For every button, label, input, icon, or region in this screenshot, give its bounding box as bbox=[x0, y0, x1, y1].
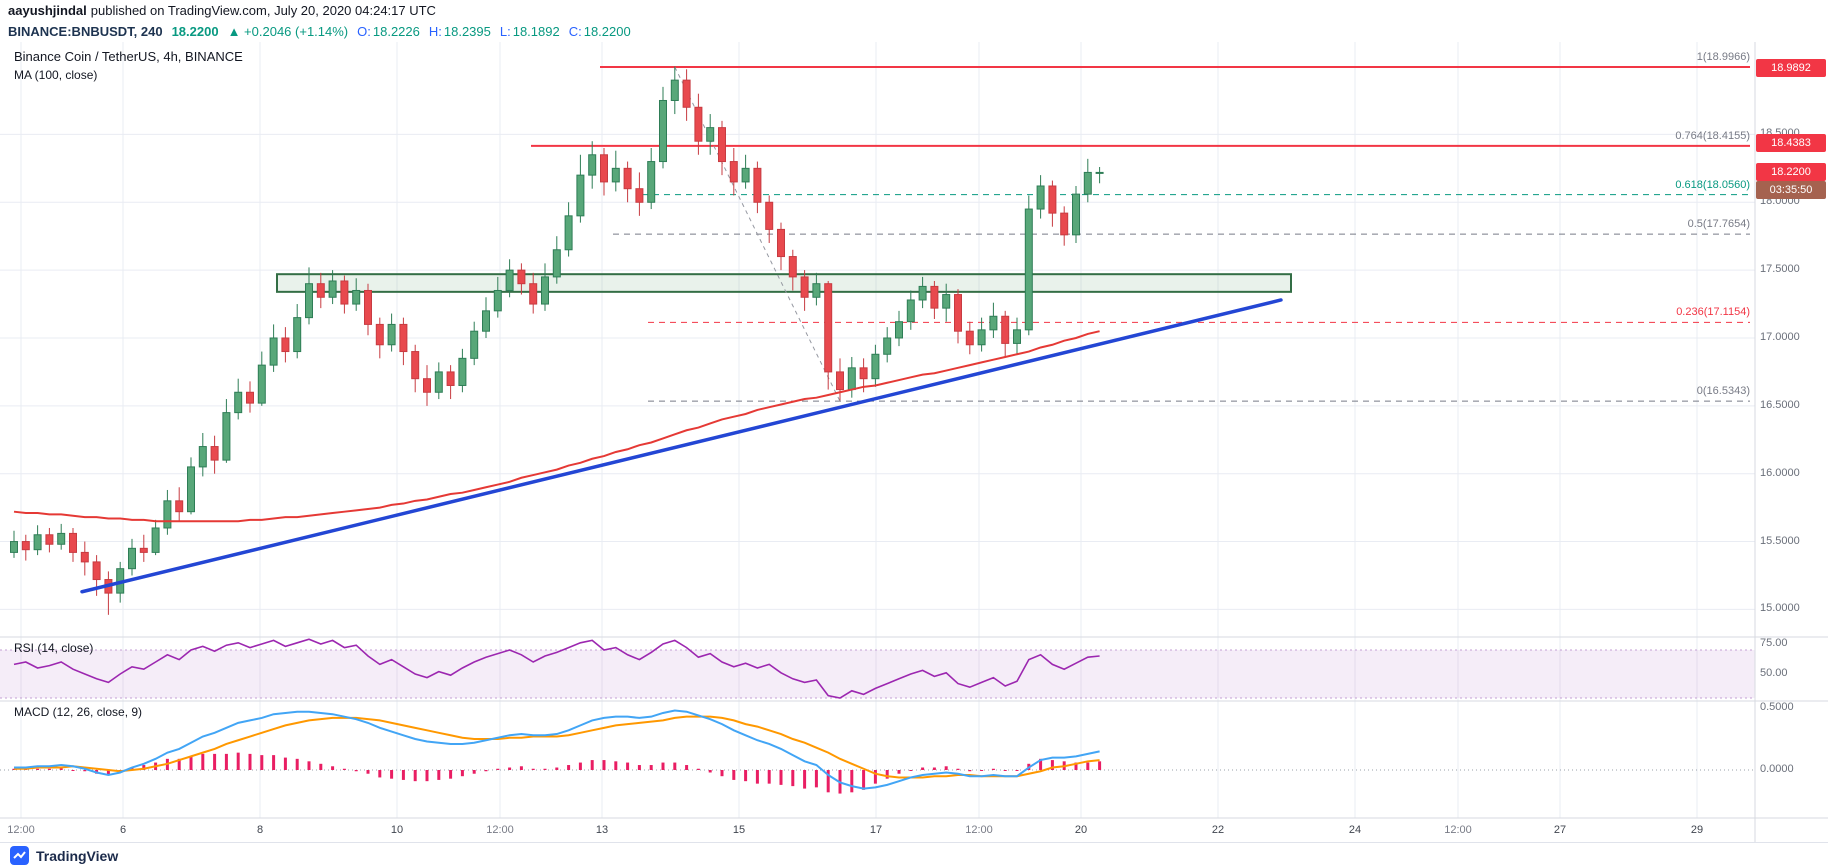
grid-layer bbox=[0, 42, 1755, 818]
ma100-line bbox=[13, 330, 1100, 523]
macd-histogram bbox=[12, 752, 1102, 794]
symbol-info-bar: BINANCE:BNBUSDT, 240 18.2200 ▲ +0.2046 (… bbox=[0, 21, 1828, 42]
macd-signal-line bbox=[14, 715, 1100, 779]
ascending-trendline bbox=[80, 298, 1283, 594]
fib-levels-layer bbox=[531, 66, 1750, 402]
publish-info-text: published on TradingView.com, July 20, 2… bbox=[90, 3, 436, 18]
main-pane-legend: Binance Coin / TetherUS, 4h, BINANCE MA … bbox=[14, 49, 243, 82]
rsi-indicator-legend: RSI (14, close) bbox=[14, 641, 94, 655]
open-value: 18.2226 bbox=[372, 24, 420, 39]
candles-layer bbox=[10, 66, 1104, 615]
high-value: 18.2395 bbox=[443, 24, 491, 39]
ma-indicator-legend: MA (100, close) bbox=[14, 68, 98, 82]
rsi-line bbox=[13, 638, 1100, 699]
symbol-title: BINANCE:BNBUSDT, 240 bbox=[8, 24, 163, 39]
publisher-name: aayushjindal bbox=[8, 3, 87, 18]
macd-line bbox=[14, 709, 1100, 790]
low-label: L: bbox=[499, 24, 511, 39]
fib-trend-line bbox=[674, 66, 841, 402]
rsi-band bbox=[0, 649, 1755, 699]
footer-bar: TradingView bbox=[0, 842, 1828, 868]
tradingview-logo-icon[interactable] bbox=[10, 846, 29, 865]
low-value: 18.1892 bbox=[512, 24, 560, 39]
publish-info-bar: aayushjindal published on TradingView.co… bbox=[0, 0, 1828, 22]
ohlc-values: O: 18.2226 H: 18.2395 L: 18.1892 C: 18.2… bbox=[357, 24, 638, 39]
close-label: C: bbox=[568, 24, 582, 39]
last-price: 18.2200 bbox=[171, 24, 219, 39]
chart-title: Binance Coin / TetherUS, 4h, BINANCE bbox=[14, 49, 243, 64]
tradingview-brand-link[interactable]: TradingView bbox=[36, 847, 119, 864]
macd-indicator-legend: MACD (12, 26, close, 9) bbox=[14, 705, 143, 719]
price-change: ▲ +0.2046 (+1.14%) bbox=[227, 24, 349, 39]
pane-dividers bbox=[0, 42, 1828, 843]
open-label: O: bbox=[357, 24, 371, 39]
support-resistance-zone bbox=[276, 273, 1292, 293]
close-value: 18.2200 bbox=[583, 24, 631, 39]
high-label: H: bbox=[428, 24, 442, 39]
